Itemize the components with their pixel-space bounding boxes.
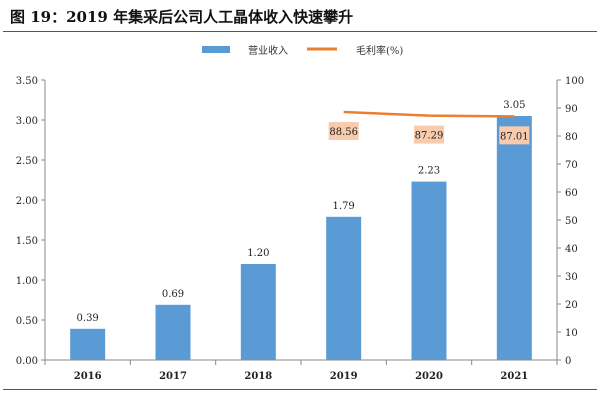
bar-label: 1.79 — [333, 201, 355, 212]
left-tick-label: 0.50 — [16, 316, 38, 327]
bar-2020 — [411, 181, 447, 360]
right-tick-label: 90 — [565, 104, 578, 115]
bar-2017 — [155, 304, 191, 360]
legend-bar-label: 营业收入 — [248, 44, 288, 57]
bar-2016 — [70, 328, 106, 360]
right-tick-label: 60 — [565, 188, 578, 199]
title-rule — [3, 31, 597, 32]
x-tick-label: 2017 — [159, 371, 187, 382]
right-tick-label: 30 — [565, 272, 578, 283]
x-tick-label: 2018 — [244, 371, 272, 382]
line-label-box — [499, 126, 530, 145]
bar-label: 3.05 — [503, 100, 525, 111]
left-tick-label: 2.00 — [16, 196, 38, 207]
right-tick-label: 50 — [565, 216, 578, 227]
line-label: 87.29 — [415, 131, 444, 142]
x-tick-label: 2020 — [415, 371, 443, 382]
line-label: 88.56 — [329, 127, 358, 138]
left-tick-label: 1.50 — [16, 236, 38, 247]
bar-label: 1.20 — [247, 248, 269, 259]
left-tick-label: 0.00 — [16, 356, 38, 367]
right-tick-label: 100 — [565, 76, 584, 87]
bar-label: 2.23 — [418, 166, 440, 177]
left-tick-label: 1.00 — [16, 276, 38, 287]
legend-line-label: 毛利率(%) — [356, 44, 403, 57]
left-tick-label: 2.50 — [16, 156, 38, 167]
right-tick-label: 10 — [565, 328, 578, 339]
left-tick-label: 3.50 — [16, 76, 38, 87]
chart-title: 图 19：2019 年集采后公司人工晶体收入快速攀升 — [10, 8, 354, 26]
line-label-box — [328, 122, 359, 141]
line-label-box — [414, 125, 444, 144]
right-tick-label: 20 — [565, 300, 578, 311]
footer-rule — [3, 389, 597, 390]
x-tick-label: 2016 — [74, 371, 102, 382]
right-tick-label: 0 — [565, 356, 571, 367]
bar-2021 — [496, 116, 532, 360]
bar-2018 — [240, 264, 276, 360]
x-tick-label: 2021 — [500, 371, 528, 382]
right-tick-label: 70 — [565, 160, 578, 171]
bar-2019 — [326, 216, 362, 360]
legend-bar-swatch — [202, 46, 230, 53]
x-tick-label: 2019 — [330, 371, 358, 382]
right-tick-label: 80 — [565, 132, 578, 143]
bar-label: 0.39 — [77, 313, 99, 324]
right-tick-label: 40 — [565, 244, 578, 255]
bar-label: 0.69 — [162, 289, 184, 300]
left-tick-label: 3.00 — [16, 116, 38, 127]
margin-line — [343, 110, 515, 118]
line-label: 87.01 — [500, 131, 529, 142]
